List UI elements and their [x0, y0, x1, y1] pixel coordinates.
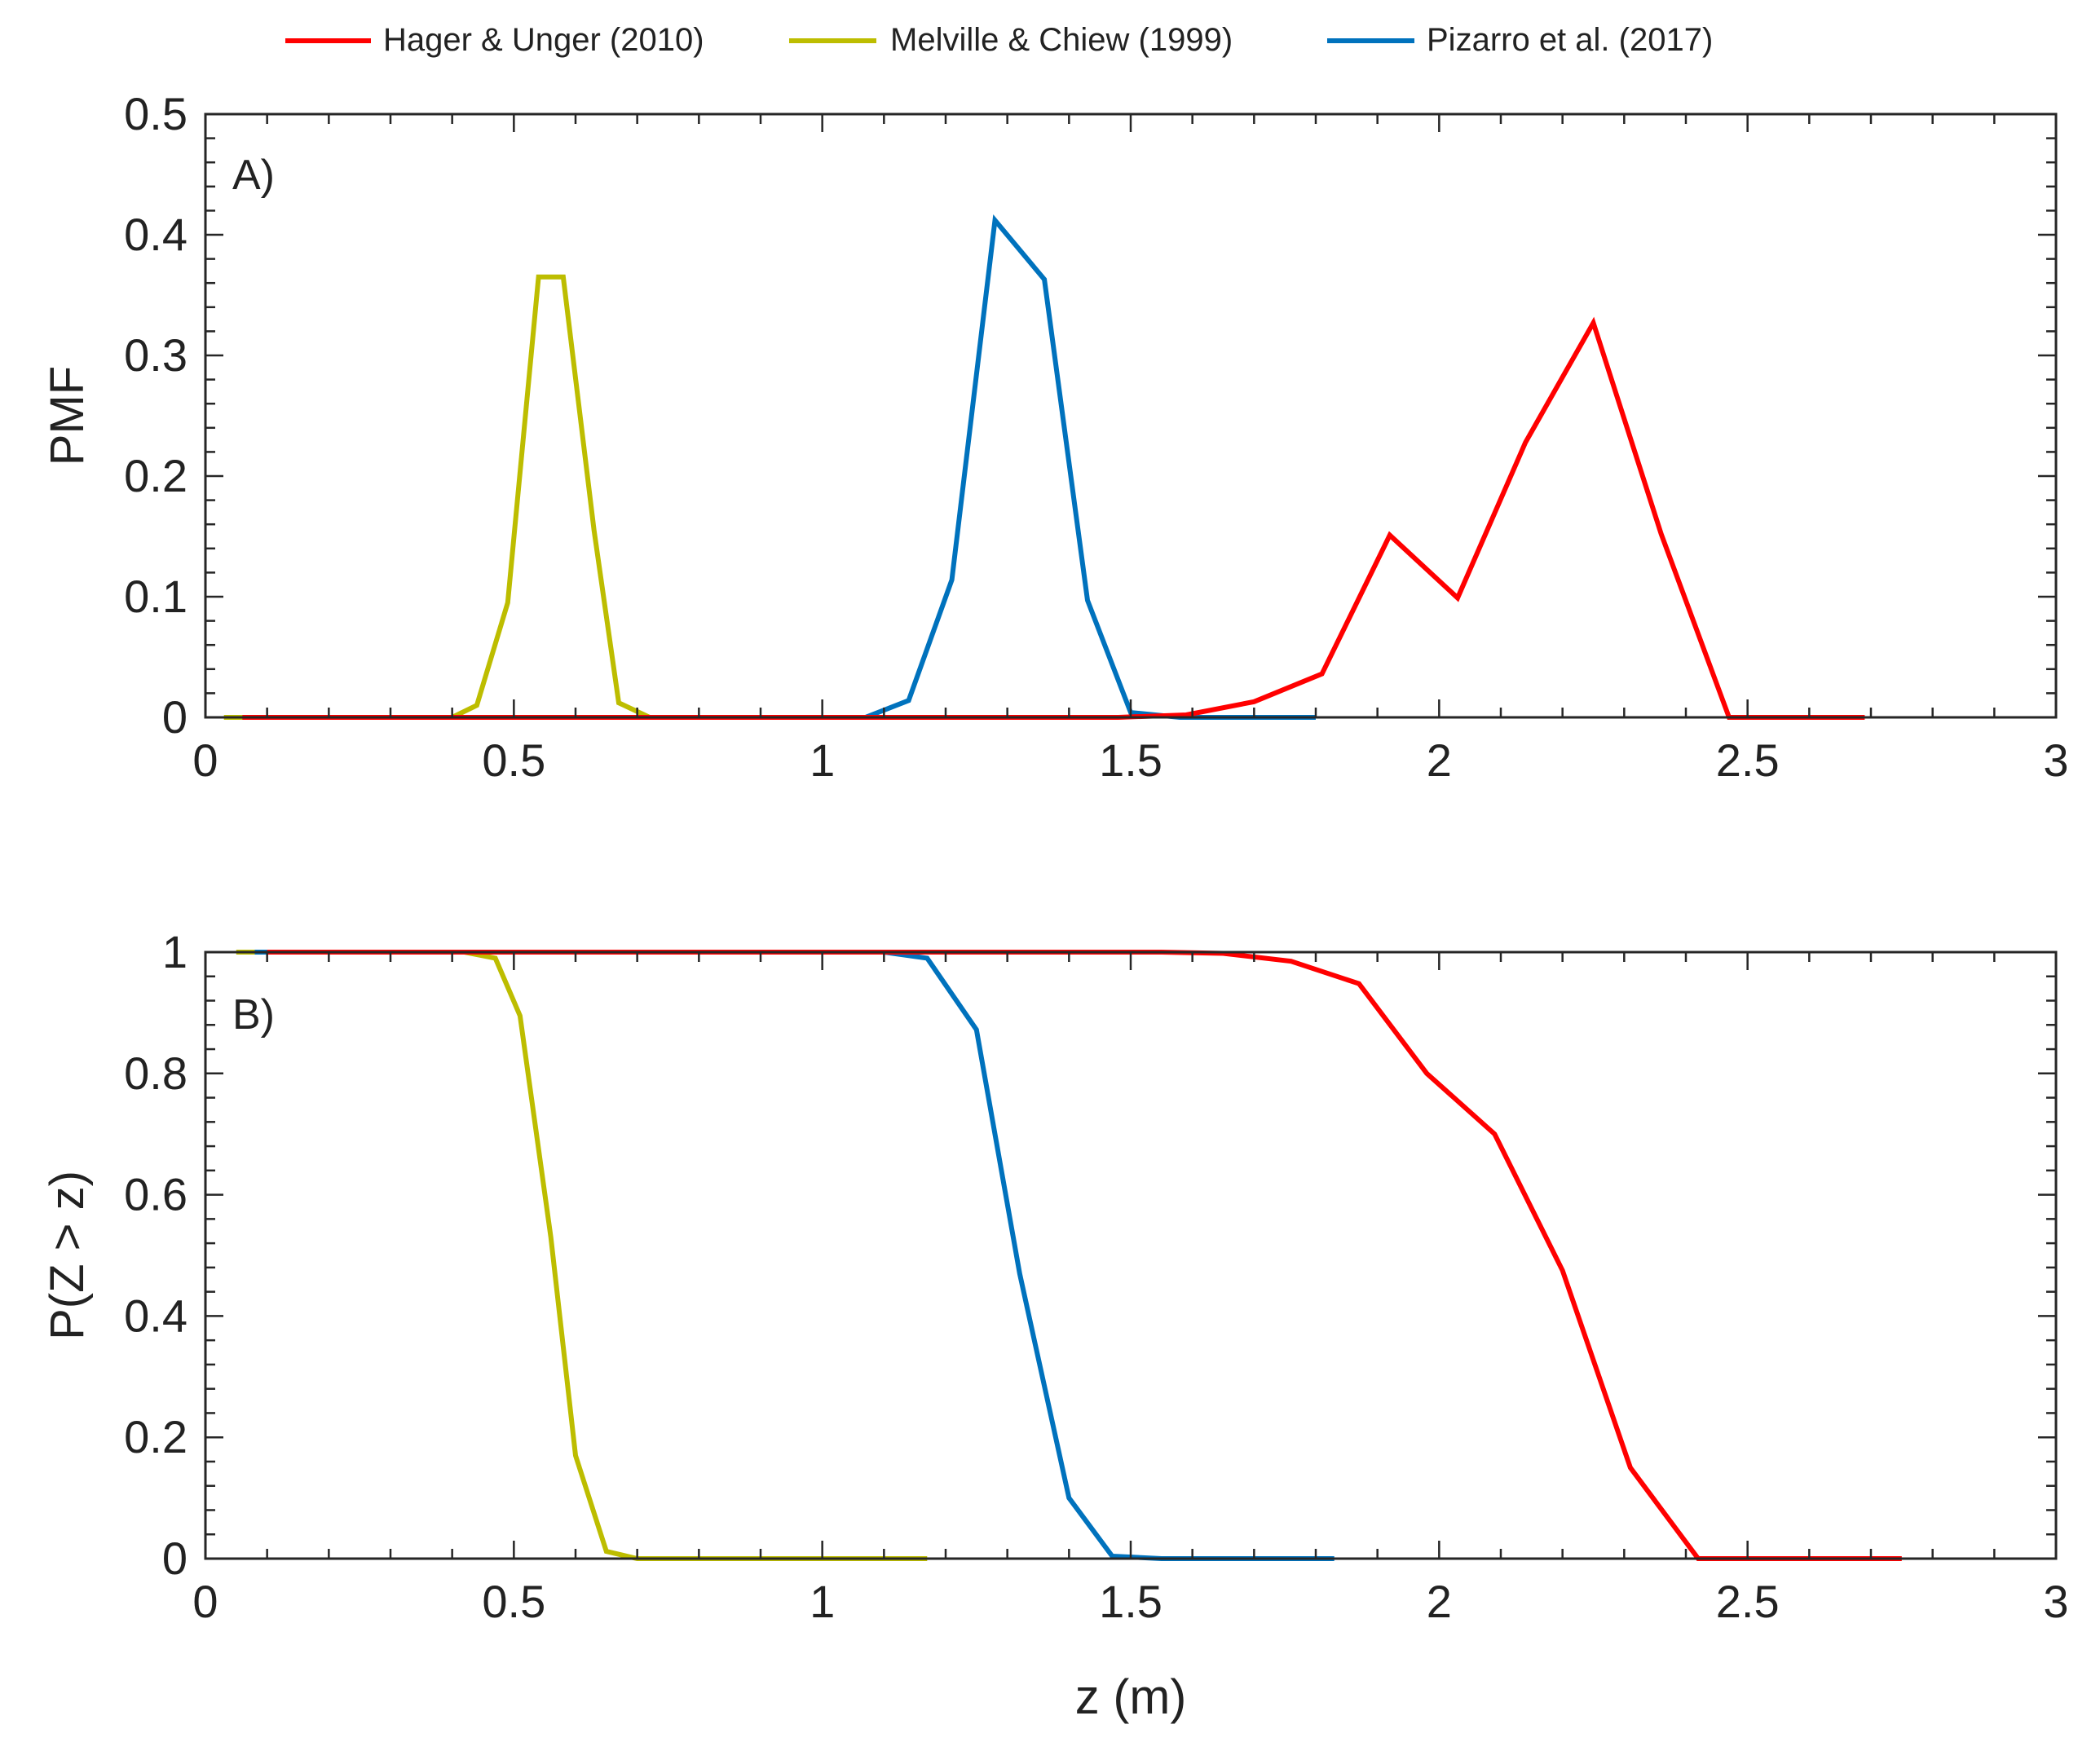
- panel-b-x-tick-label: 3: [2043, 1576, 2068, 1627]
- panel-b-series-line-1: [254, 950, 1335, 1561]
- legend-label-melville: Melville & Chiew (1999): [890, 22, 1233, 58]
- panel-a-y-tick-label: 0.2: [124, 450, 188, 501]
- panel-a-ticks: 0 0.5 1 1.5 2 2.5 3 0 0.1 0.2 0.3 0.4 0.5: [124, 88, 2068, 786]
- panel-b-ticks: 0 0.5 1 1.5 2 2.5 3 0 0.2 0.4 0.6 0.8 1: [124, 926, 2068, 1627]
- panel-a-y-tick-label: 0.3: [124, 329, 188, 381]
- panel-a-axes-box: [204, 112, 2058, 719]
- panel-a-x-tick-label: 1: [810, 734, 835, 786]
- panel-b-label: B): [232, 991, 275, 1039]
- panel-b-y-tick-label: 0.6: [124, 1169, 188, 1220]
- panel-b-ylabel: P(Z > z): [41, 1171, 94, 1340]
- legend-label-hager: Hager & Unger (2010): [383, 22, 704, 58]
- panel-a-series-line-0: [223, 274, 854, 720]
- panel-a-y-tick-label: 0.4: [124, 209, 188, 260]
- panel-b-x-tick-label: 2: [1427, 1576, 1452, 1627]
- panel-a-x-tick-label: 0: [192, 734, 218, 786]
- legend-entry-pizarro: Pizarro et al. (2017): [1327, 22, 1713, 58]
- legend-entry-hager: Hager & Unger (2010): [285, 22, 704, 58]
- panel-a: 0 0.5 1 1.5 2 2.5 3 0 0.1 0.2 0.3 0.4 0.5 A) PMF: [41, 88, 2069, 786]
- panel-a-y-tick-label: 0: [162, 691, 188, 743]
- panel-b-y-tick-label: 0.4: [124, 1290, 188, 1341]
- panel-b-axes-box: [204, 950, 2058, 1560]
- panel-b-x-tick-label: 0.5: [482, 1576, 545, 1627]
- panel-b-y-tick-label: 1: [162, 926, 188, 977]
- legend-entry-melville: Melville & Chiew (1999): [789, 22, 1233, 58]
- panel-a-y-tick-label: 0.1: [124, 571, 188, 622]
- x-axis-title: z (m): [1075, 1669, 1187, 1724]
- panel-b-series-line-2: [267, 950, 1902, 1561]
- panel-b-y-tick-label: 0: [162, 1533, 188, 1584]
- panel-a-x-tick-label: 2.5: [1716, 734, 1780, 786]
- panel-a-series-line-2: [242, 316, 1865, 720]
- panel-a-series: [223, 214, 1865, 720]
- panel-b-x-tick-label: 1: [810, 1576, 835, 1627]
- panel-b-x-tick-label: 0: [192, 1576, 218, 1627]
- panel-a-x-tick-label: 3: [2043, 734, 2068, 786]
- panel-a-x-tick-label: 1.5: [1099, 734, 1162, 786]
- panel-a-ylabel: PMF: [41, 366, 94, 465]
- panel-b-y-tick-label: 0.8: [124, 1048, 188, 1099]
- panel-b-x-tick-label: 1.5: [1099, 1576, 1162, 1627]
- panel-b-y-tick-label: 0.2: [124, 1411, 188, 1462]
- panel-b-x-tick-label: 2.5: [1716, 1576, 1780, 1627]
- legend-label-pizarro: Pizarro et al. (2017): [1427, 22, 1713, 58]
- panel-a-y-tick-label: 0.5: [124, 88, 188, 139]
- panel-b-series: [236, 950, 1902, 1561]
- panel-b-series-line-0: [236, 950, 928, 1561]
- panel-a-label: A): [232, 152, 275, 199]
- panel-a-series-line-1: [242, 214, 1316, 720]
- panel-a-x-tick-label: 0.5: [482, 734, 545, 786]
- legend: Hager & Unger (2010) Melville & Chiew (1…: [285, 22, 1713, 58]
- panel-a-x-tick-label: 2: [1427, 734, 1452, 786]
- panel-b: 0 0.5 1 1.5 2 2.5 3 0 0.2 0.4 0.6 0.8 1 B) P(Z > z): [41, 926, 2069, 1627]
